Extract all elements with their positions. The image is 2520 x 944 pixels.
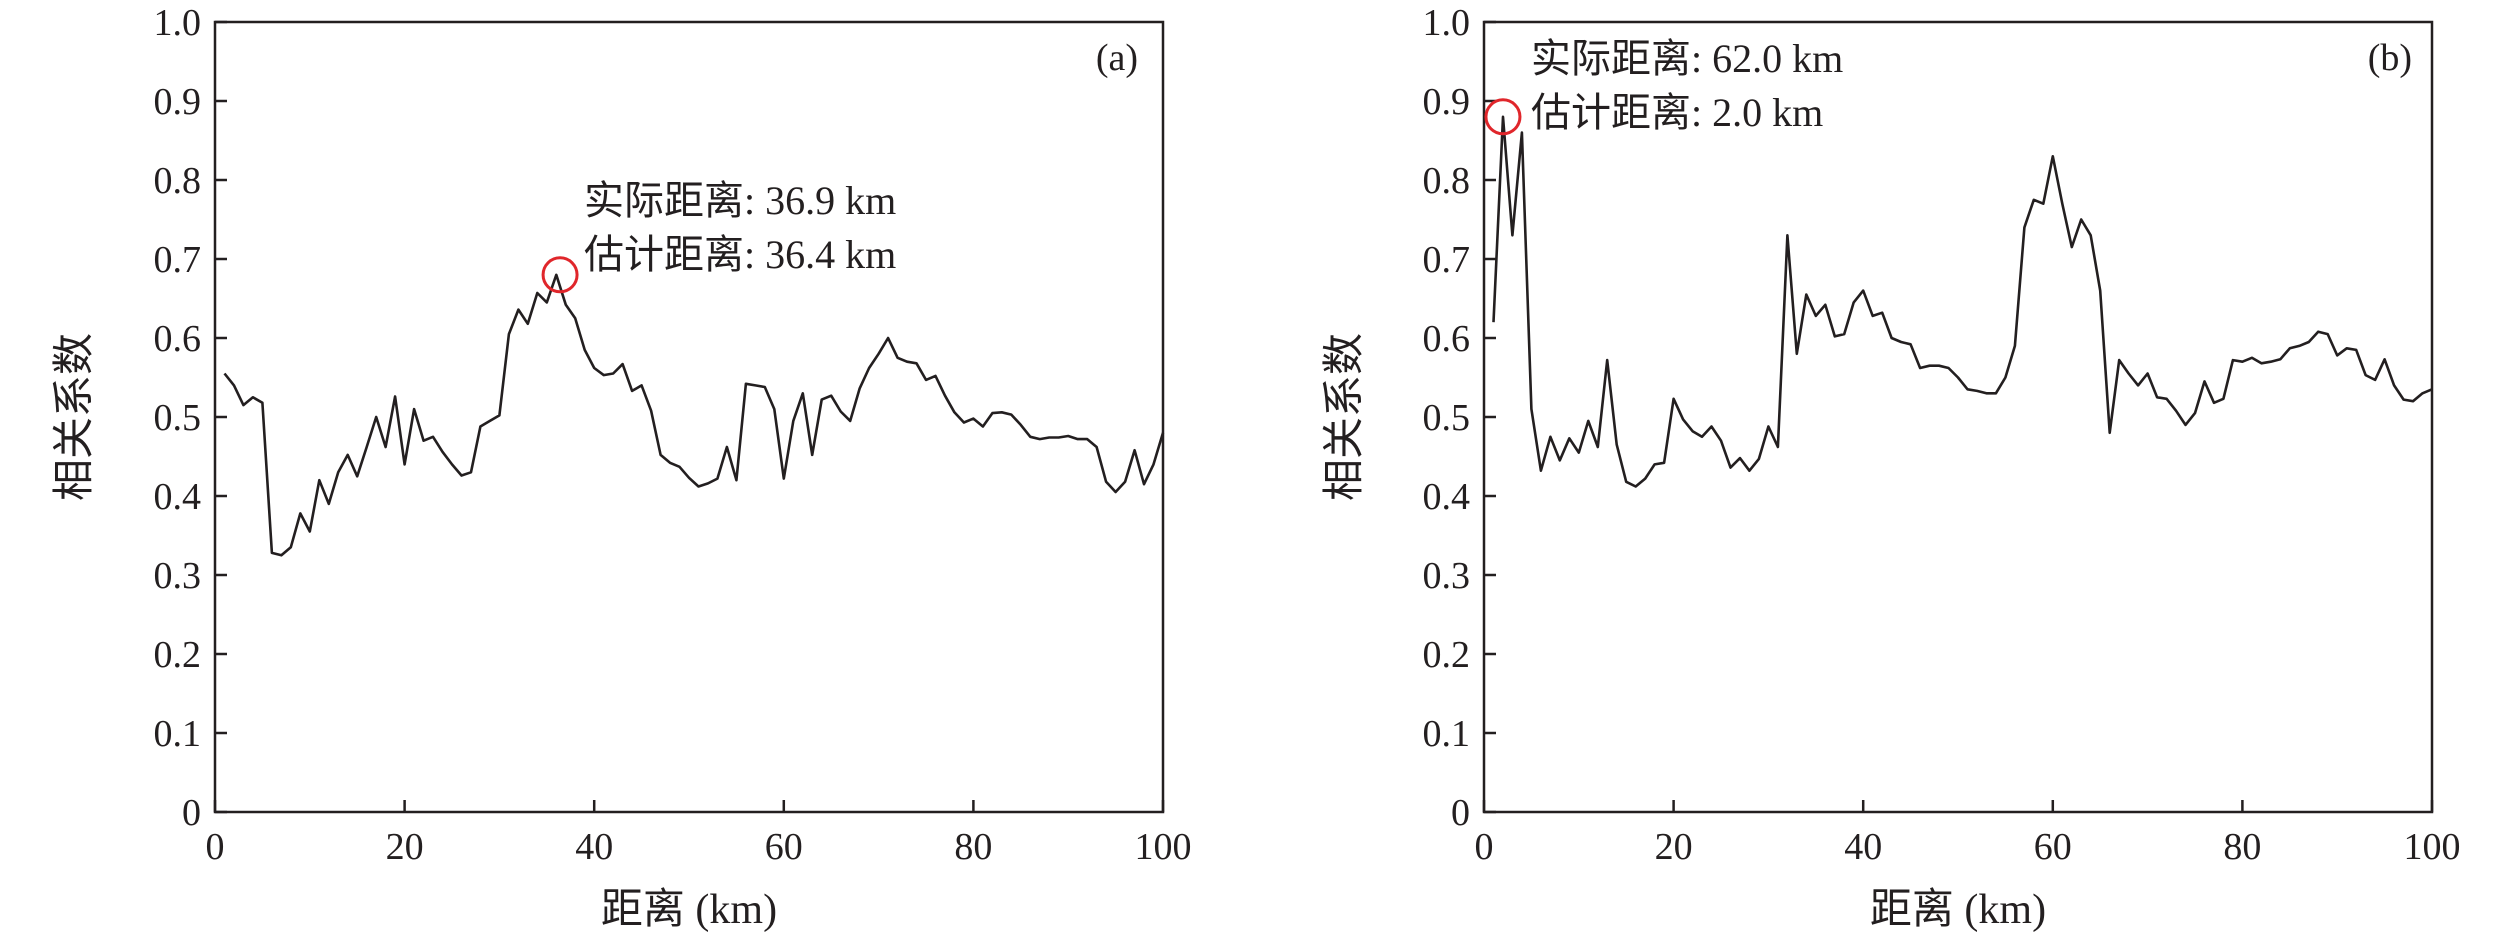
panel-label: (b) [2368, 37, 2412, 79]
y-tick-label: 0.4 [1423, 476, 1471, 518]
series-line [223, 273, 1165, 557]
x-tick-label: 80 [2223, 826, 2261, 868]
series-line [1492, 115, 2433, 488]
y-axis-label: 相关系数 [52, 333, 98, 501]
y-tick-label: 0.6 [1423, 318, 1471, 360]
x-tick-label: 20 [1655, 826, 1693, 868]
y-tick-label: 1.0 [154, 2, 202, 44]
estimated-distance-annotation: 估计距离: 2.0 km [1531, 90, 1823, 135]
y-tick-label: 1.0 [1423, 2, 1471, 44]
plot-frame [213, 20, 1165, 814]
y-tick-label: 0.4 [154, 476, 202, 518]
x-tick-label: 20 [386, 826, 424, 868]
x-tick-label: 100 [2404, 826, 2461, 868]
y-tick-label: 0.9 [154, 81, 202, 123]
x-axis-label: 距离 (km) [601, 886, 777, 933]
panel-label: (a) [1096, 37, 1138, 79]
x-tick-label: 0 [206, 826, 225, 868]
y-tick-label: 0 [1451, 792, 1470, 834]
x-tick-label: 100 [1135, 826, 1192, 868]
peak-marker [541, 256, 579, 294]
actual-distance-annotation: 实际距离: 62.0 km [1531, 36, 1843, 81]
y-tick-label: 0.5 [154, 397, 202, 439]
plot-frame [1482, 20, 2434, 814]
actual-distance-annotation: 实际距离: 36.9 km [584, 178, 896, 223]
y-tick-label: 0.3 [154, 555, 202, 597]
y-tick-label: 0.7 [154, 239, 202, 281]
y-tick-label: 0.7 [1423, 239, 1471, 281]
x-tick-label: 0 [1475, 826, 1494, 868]
peak-marker [1484, 98, 1522, 136]
x-axis-label: 距离 (km) [1870, 886, 2046, 933]
chart-panel-a: 0 0.1 0.2 0.3 0.4 0.5 0.6 0.7 0.8 0.9 1.0 0 20 40 60 80… [52, 2, 1192, 933]
y-tick-label: 0.3 [1423, 555, 1471, 597]
y-tick-label: 0.8 [1423, 160, 1471, 202]
y-tick-label: 0.9 [1423, 81, 1471, 123]
y-tick-label: 0.5 [1423, 397, 1471, 439]
estimated-distance-annotation: 估计距离: 36.4 km [584, 232, 896, 277]
y-axis-label: 相关系数 [1322, 333, 1368, 501]
y-tick-label: 0.1 [154, 713, 202, 755]
x-tick-label: 40 [1844, 826, 1882, 868]
y-tick-label: 0.2 [1423, 634, 1471, 676]
chart-panel-b: 0 0.1 0.2 0.3 0.4 0.5 0.6 0.7 0.8 0.9 1.0 0 20 40 60 80… [1322, 2, 2461, 933]
x-tick-label: 80 [954, 826, 992, 868]
y-tick-label: 0.6 [154, 318, 202, 360]
y-tick-label: 0.8 [154, 160, 202, 202]
y-tick-label: 0.1 [1423, 713, 1471, 755]
y-tick-label: 0 [182, 792, 201, 834]
x-tick-label: 40 [575, 826, 613, 868]
y-tick-label: 0.2 [154, 634, 202, 676]
x-tick-label: 60 [2034, 826, 2072, 868]
x-tick-label: 60 [765, 826, 803, 868]
